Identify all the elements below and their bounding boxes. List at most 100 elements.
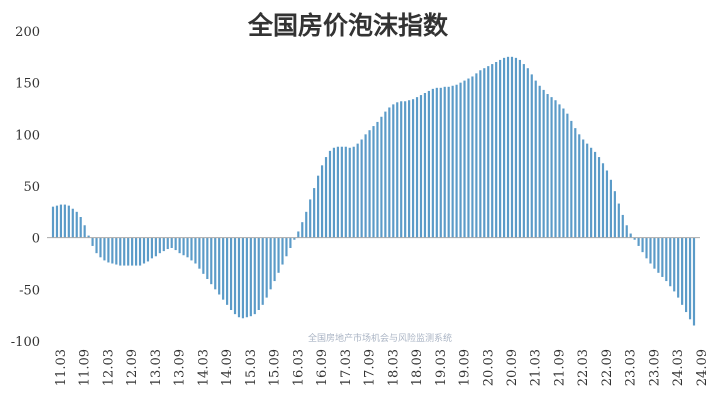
bar <box>115 237 118 265</box>
bar <box>123 237 126 266</box>
bar <box>277 237 280 273</box>
x-tick-label: 24.09 <box>695 349 710 386</box>
bar <box>593 151 597 238</box>
bar <box>202 237 205 274</box>
bar <box>514 57 518 238</box>
bar <box>443 86 446 238</box>
y-tick-label: -50 <box>19 283 40 298</box>
x-tick-label: 12.09 <box>125 349 140 386</box>
bar <box>661 237 664 277</box>
x-tick-label: 14.09 <box>220 349 235 386</box>
bar <box>570 120 573 238</box>
bar <box>530 74 533 238</box>
bar <box>237 237 241 318</box>
bar <box>59 204 63 238</box>
x-tick-label: 18.03 <box>386 349 401 386</box>
bar <box>154 237 157 257</box>
bar-series <box>51 56 696 326</box>
bar <box>356 143 359 238</box>
y-axis-ticks: 200 150 100 50 0 -50 -100 <box>11 25 40 350</box>
bar <box>419 95 423 238</box>
bar <box>206 237 209 279</box>
bar <box>182 237 185 256</box>
bar <box>526 68 529 238</box>
bar <box>313 188 316 238</box>
bar <box>174 237 177 251</box>
x-tick-label: 14.03 <box>196 349 211 386</box>
bar <box>431 88 434 238</box>
bar <box>455 84 458 238</box>
x-tick-label: 20.03 <box>481 349 496 386</box>
bar <box>320 165 324 238</box>
bar <box>214 237 217 290</box>
bar <box>293 237 296 240</box>
y-tick-label: 100 <box>15 128 40 143</box>
bar <box>629 233 632 238</box>
x-tick-label: 23.09 <box>647 349 662 386</box>
bar <box>340 146 343 238</box>
bar <box>506 56 510 238</box>
bar <box>245 237 248 318</box>
x-tick-label: 21.03 <box>529 349 544 386</box>
x-tick-label: 12.03 <box>101 349 116 386</box>
y-tick-label: 200 <box>15 25 40 40</box>
bar <box>657 237 660 273</box>
bar <box>590 147 593 238</box>
bar <box>186 237 189 258</box>
bar <box>198 237 201 269</box>
watermark-text: 全国房地产市场机会与风险监测系统 <box>308 332 452 344</box>
bar <box>368 130 371 238</box>
bar <box>641 237 644 253</box>
bar <box>384 111 387 238</box>
bar <box>170 237 173 248</box>
bar <box>408 100 411 238</box>
bar <box>194 237 197 264</box>
bar <box>301 222 304 238</box>
bar <box>253 237 256 315</box>
bar <box>617 203 620 238</box>
bar <box>459 82 462 238</box>
bar <box>166 237 169 250</box>
bar <box>103 237 106 261</box>
bar <box>273 237 276 282</box>
bar <box>328 150 332 238</box>
y-tick-label: 50 <box>23 180 40 195</box>
bar <box>269 237 272 290</box>
bar <box>447 86 450 238</box>
bar <box>649 237 652 264</box>
bar <box>388 107 391 238</box>
bar <box>404 101 407 238</box>
bar <box>685 237 688 313</box>
bar <box>467 78 470 238</box>
bar <box>229 237 233 310</box>
bar <box>439 87 442 238</box>
bar <box>542 89 545 238</box>
bar <box>558 104 561 238</box>
x-tick-label: 11.03 <box>54 349 69 386</box>
x-tick-label: 24.03 <box>671 349 686 386</box>
bar <box>491 64 494 238</box>
x-tick-label: 21.09 <box>552 349 567 386</box>
bar <box>71 208 74 238</box>
x-axis-ticks: 11.03 11.09 12.03 12.09 13.03 13.09 14.03 14.09… <box>54 349 710 386</box>
bar <box>582 139 585 238</box>
bar <box>637 237 640 246</box>
bar <box>150 237 154 259</box>
x-tick-label: 22.03 <box>576 349 591 386</box>
bar <box>487 66 490 238</box>
bar <box>265 237 268 298</box>
bar <box>562 108 565 238</box>
bar <box>483 68 486 238</box>
bar <box>87 235 90 238</box>
bar <box>411 99 415 238</box>
bar <box>601 163 605 238</box>
chart-title: 全国房价泡沫指数 <box>247 11 449 40</box>
bar <box>546 94 549 238</box>
bar <box>688 237 692 320</box>
bar <box>427 90 430 238</box>
bar <box>317 175 320 238</box>
bar <box>502 57 506 238</box>
x-tick-label: 20.09 <box>505 349 520 386</box>
bar <box>475 73 478 238</box>
